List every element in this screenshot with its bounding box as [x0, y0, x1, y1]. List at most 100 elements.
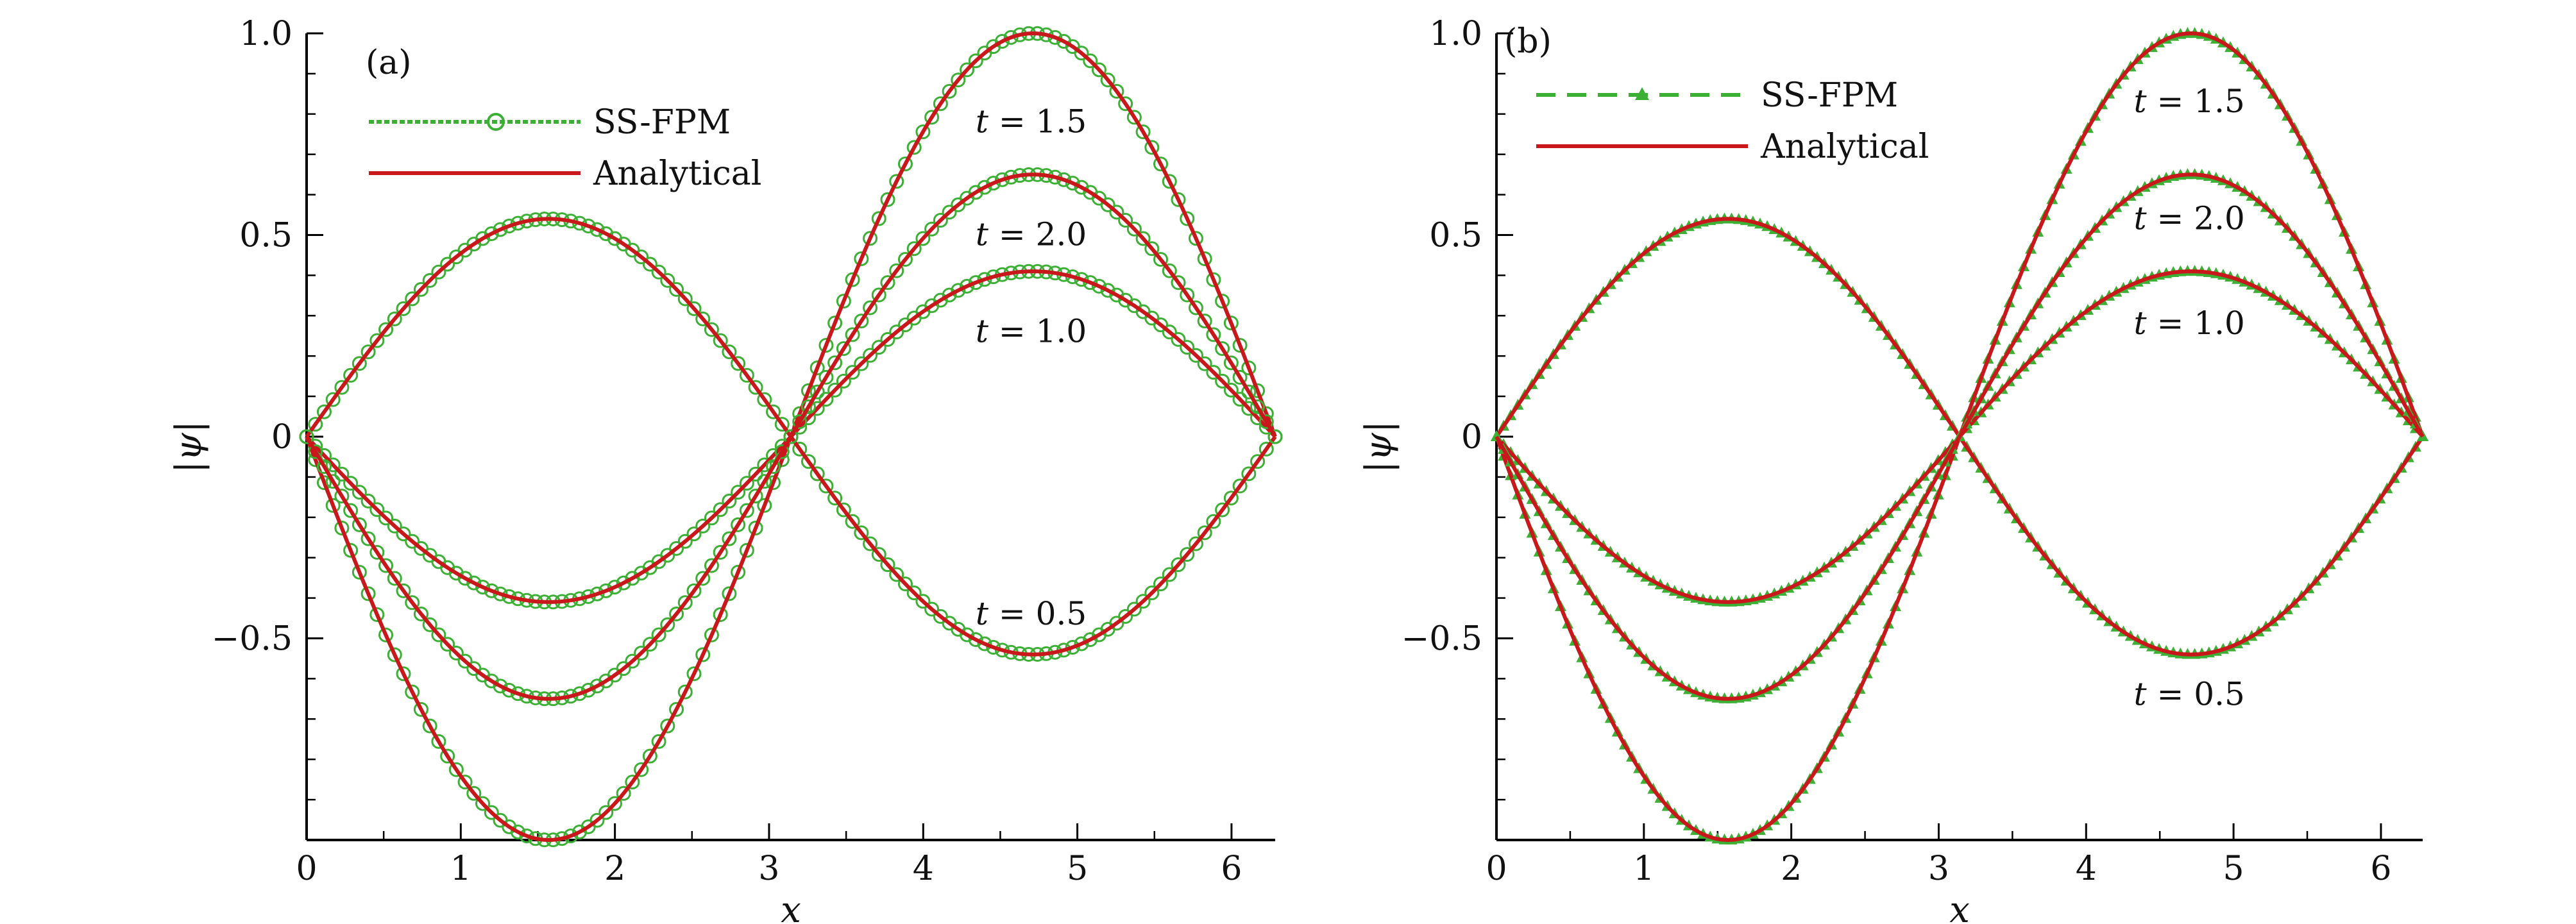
- ssfpm-marker: [906, 585, 922, 601]
- ssfpm-marker: [360, 344, 376, 360]
- ssfpm-marker: [1188, 300, 1203, 315]
- ssfpm-marker: [1241, 466, 1257, 482]
- ssfpm-marker: [704, 558, 719, 573]
- ssfpm-marker: [1180, 340, 1195, 355]
- ssfpm-marker: [448, 762, 464, 777]
- ssfpm-marker: [448, 645, 464, 660]
- ssfpm-marker: [1162, 174, 1177, 189]
- ssfpm-marker: [325, 392, 341, 407]
- ssfpm-marker: [343, 503, 359, 518]
- x-tick-label: 5: [2223, 850, 2244, 888]
- ssfpm-marker: [1153, 156, 1169, 172]
- ssfpm-marker: [704, 322, 719, 337]
- ssfpm-marker: [677, 291, 693, 307]
- ssfpm-marker: [642, 748, 657, 764]
- legend-analytical-label: Analytical: [1760, 128, 1929, 166]
- ssfpm-marker: [607, 580, 622, 595]
- ssfpm-marker: [871, 340, 886, 355]
- ssfpm-marker: [651, 734, 666, 749]
- ssfpm-marker: [731, 517, 746, 532]
- ssfpm-marker: [369, 502, 385, 517]
- y-tick-label: −0.5: [212, 620, 292, 659]
- ssfpm-marker: [1074, 46, 1089, 61]
- ssfpm-marker: [960, 627, 975, 643]
- analytical-line: [1495, 172, 2425, 701]
- ssfpm-marker: [1223, 491, 1239, 506]
- ssfpm-marker: [924, 221, 940, 237]
- ssfpm-marker: [677, 595, 693, 610]
- ssfpm-marker: [475, 231, 491, 246]
- ssfpm-marker: [871, 547, 886, 562]
- ssfpm-marker: [1118, 609, 1133, 624]
- ssfpm-marker: [731, 356, 746, 371]
- ssfpm-marker: [651, 627, 666, 643]
- ssfpm-marker: [457, 775, 473, 790]
- ssfpm-marker: [774, 417, 790, 432]
- ssfpm-marker: [704, 510, 719, 526]
- ssfpm-marker: [880, 332, 895, 347]
- ssfpm-marker: [1091, 62, 1106, 78]
- ssfpm-marker: [704, 627, 719, 643]
- curve-label: t = 2.0: [976, 216, 1087, 253]
- ssfpm-marker: [1126, 601, 1142, 617]
- panel-label: (b): [1504, 22, 1552, 61]
- ssfpm-marker: [308, 417, 323, 432]
- ssfpm-marker: [616, 575, 631, 591]
- ssfpm-marker: [722, 531, 737, 546]
- ssfpm-marker: [502, 218, 517, 233]
- ssfpm-marker: [1083, 275, 1098, 290]
- ssfpm-marker: [1188, 536, 1203, 551]
- ssfpm-marker: [1126, 221, 1142, 237]
- ssfpm-marker: [731, 564, 746, 580]
- x-tick-label: 2: [604, 850, 625, 888]
- ssfpm-marker: [634, 249, 649, 265]
- ssfpm-marker: [854, 525, 869, 541]
- ssfpm-marker: [1047, 29, 1063, 45]
- ssfpm-marker: [1197, 356, 1212, 371]
- ssfpm-marker: [1100, 72, 1115, 88]
- ssfpm-marker: [1083, 632, 1098, 648]
- ssfpm-marker: [466, 785, 482, 801]
- ssfpm-marker: [845, 327, 860, 342]
- y-tick-label: 1.0: [1429, 15, 1482, 53]
- ssfpm-marker: [951, 283, 966, 298]
- ssfpm-marker: [1250, 399, 1266, 414]
- ssfpm-marker: [871, 287, 886, 303]
- ssfpm-marker: [1135, 594, 1151, 609]
- ssfpm-marker: [343, 476, 359, 491]
- ssfpm-marker: [660, 617, 675, 632]
- ssfpm-marker: [1118, 96, 1133, 112]
- ssfpm-marker: [1188, 348, 1203, 363]
- ssfpm-marker: [748, 489, 763, 504]
- ssfpm-marker: [889, 174, 904, 189]
- ssfpm-marker: [360, 493, 376, 508]
- ssfpm-marker: [695, 647, 711, 662]
- ssfpm-marker: [897, 252, 913, 267]
- x-tick-label: 3: [758, 850, 779, 888]
- ssfpm-marker: [757, 498, 772, 513]
- ssfpm-marker: [1118, 213, 1133, 228]
- ssfpm-marker: [871, 211, 886, 226]
- ssfpm-marker: [713, 607, 728, 623]
- ssfpm-marker: [396, 301, 411, 316]
- ssfpm-marker: [863, 536, 878, 551]
- ssfpm-marker: [589, 812, 605, 828]
- ssfpm-marker: [968, 275, 983, 290]
- ssfpm-marker: [1241, 360, 1257, 376]
- ssfpm-marker: [977, 636, 992, 651]
- ssfpm-marker: [563, 828, 579, 844]
- ssfpm-marker: [1215, 502, 1230, 517]
- ssfpm-marker: [493, 222, 508, 237]
- ssfpm-marker: [634, 645, 649, 660]
- panel-b: 0 1 2 3 4 5 6 −0.5 0 0.5 1.0 x |ψ| (b) t = 1.5 t = 2.0 t…: [1358, 15, 2428, 924]
- ssfpm-marker: [343, 367, 359, 383]
- ssfpm-marker: [774, 444, 790, 459]
- ssfpm-marker: [589, 222, 605, 237]
- ssfpm-marker: [695, 571, 711, 586]
- ssfpm-marker: [827, 382, 843, 398]
- ssfpm-marker: [413, 606, 428, 621]
- ssfpm-marker: [915, 124, 931, 140]
- ssfpm-marker: [1188, 231, 1203, 246]
- x-tick-label: 4: [913, 850, 934, 888]
- ssfpm-marker: [845, 365, 860, 380]
